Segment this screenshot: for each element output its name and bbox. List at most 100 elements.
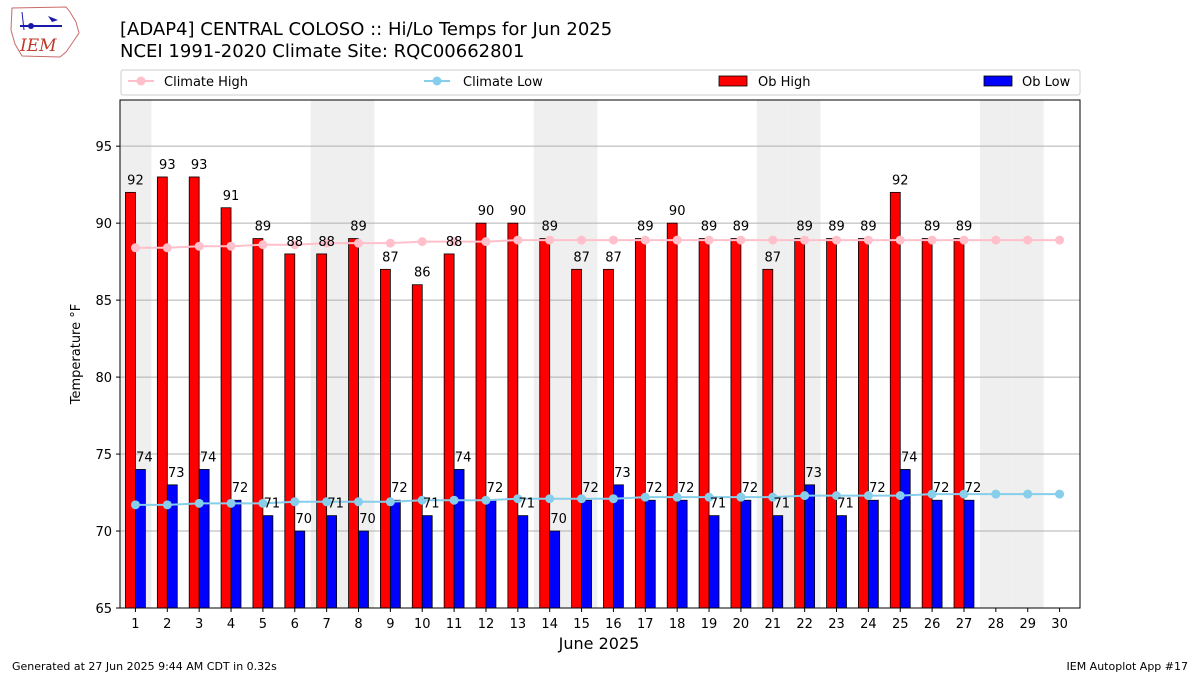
ob-high-bar: [858, 238, 869, 609]
climate-low-point: [194, 498, 204, 508]
ob-low-bar: [804, 484, 816, 609]
footer-app: IEM Autoplot App #17: [1067, 660, 1189, 673]
climate-low-point: [481, 495, 491, 505]
legend-entry-ob-high: Ob High: [718, 75, 811, 90]
x-tick-label: 14: [541, 617, 558, 632]
iem-logo: IEM: [10, 6, 80, 58]
climate-high-point: [1055, 235, 1065, 245]
ob-low-bar: [708, 515, 720, 609]
climate-low-point: [226, 498, 236, 508]
climate-high-point: [226, 241, 236, 251]
ob-low-data-label: 74: [200, 450, 217, 465]
x-tick-label: 4: [227, 617, 235, 632]
ob-high-data-label: 89: [956, 220, 973, 235]
climate-low-point: [290, 497, 300, 507]
ob-high-data-label: 90: [510, 204, 527, 219]
ob-high-data-label: 88: [446, 235, 463, 250]
ob-high-bar: [156, 176, 168, 609]
x-tick-label: 29: [1019, 617, 1036, 632]
climate-high-point: [736, 235, 746, 245]
y-tick-label: 75: [95, 448, 112, 463]
climate-low-point: [322, 497, 332, 507]
ob-low-data-label: 72: [646, 481, 663, 496]
plot-frame: [119, 99, 1081, 609]
ob-low-bar: [198, 469, 210, 609]
x-tick-label: 12: [478, 617, 495, 632]
ob-low-bar: [899, 469, 911, 609]
climate-high-point: [258, 240, 268, 250]
climate-low-point: [354, 497, 364, 507]
footer-generated: Generated at 27 Jun 2025 9:44 AM CDT in …: [12, 660, 277, 673]
ob-low-bar: [358, 530, 369, 609]
climate-high-point: [959, 235, 969, 245]
climate-high-point: [385, 238, 395, 248]
ob-low-data-label: 74: [455, 450, 472, 465]
climate-high-point: [800, 235, 810, 245]
legend: Climate High Climate Low Ob High Ob Low: [120, 69, 1081, 96]
ob-low-data-label: 71: [327, 497, 344, 512]
climate-high-point: [991, 235, 1001, 245]
ob-high-data-label: 89: [796, 220, 813, 235]
climate-high-point: [704, 235, 714, 245]
ob-low-bar: [581, 499, 592, 609]
ob-high-bar: [380, 268, 391, 609]
ob-high-data-label: 89: [924, 220, 941, 235]
ob-low-data-label: 74: [901, 450, 918, 465]
climate-low-point: [863, 491, 873, 501]
ob-high-bar: [571, 268, 582, 609]
x-tick-label: 17: [637, 617, 654, 632]
weekend-band: [979, 100, 1012, 608]
ob-high-bar: [220, 207, 232, 609]
ob-low-bar: [867, 499, 879, 609]
climate-high-point: [290, 240, 300, 250]
climate-low-point: [258, 498, 268, 508]
climate-high-point: [608, 235, 618, 245]
y-tick-label: 95: [95, 140, 112, 155]
y-tick-label: 90: [95, 217, 112, 232]
ob-high-data-label: 90: [478, 204, 495, 219]
ob-low-data-label: 72: [965, 481, 982, 496]
x-tick-label: 8: [354, 617, 362, 632]
x-tick-label: 13: [510, 617, 527, 632]
legend-entry-climate-low: Climate Low: [424, 75, 543, 90]
ob-high-data-label: 87: [765, 250, 782, 265]
ob-high-bar: [953, 238, 965, 609]
ob-high-data-label: 89: [637, 220, 654, 235]
x-tick-label: 21: [765, 617, 782, 632]
ob-high-data-label: 88: [318, 235, 335, 250]
ob-low-data-label: 70: [359, 512, 376, 527]
y-tick-label: 70: [95, 525, 112, 540]
climate-low-point: [991, 489, 1001, 499]
ob-high-bar: [698, 238, 710, 609]
ob-high-data-label: 89: [733, 220, 750, 235]
ob-low-bar: [135, 469, 146, 609]
ob-low-bar: [613, 484, 624, 609]
x-tick-label: 18: [669, 617, 686, 632]
climate-low-line: [135, 493, 1060, 506]
climate-low-point: [800, 491, 810, 501]
x-tick-label: 23: [828, 617, 845, 632]
climate-high-point: [768, 235, 778, 245]
ob-low-data-label: 71: [423, 497, 440, 512]
ob-low-data-label: 73: [805, 466, 822, 481]
ob-high-bar: [316, 253, 328, 609]
ob-high-data-label: 87: [573, 250, 590, 265]
climate-low-point: [608, 494, 618, 504]
ob-low-data-label: 73: [168, 466, 185, 481]
ob-low-data-label: 71: [773, 497, 790, 512]
legend-label-climate-high: Climate High: [164, 75, 248, 90]
ob-high-bar: [188, 176, 200, 609]
ob-high-bar: [348, 238, 359, 609]
ob-low-data-label: 74: [136, 450, 153, 465]
ob-low-bar: [421, 515, 433, 609]
ob-low-bar: [549, 530, 561, 609]
climate-high-point: [194, 241, 204, 251]
climate-low-point: [449, 495, 459, 505]
x-tick-label: 11: [446, 617, 463, 632]
climate-high-point: [640, 235, 650, 245]
ob-high-data-label: 86: [414, 266, 431, 281]
ob-low-bar: [517, 515, 529, 609]
ob-low-bar: [453, 469, 465, 609]
